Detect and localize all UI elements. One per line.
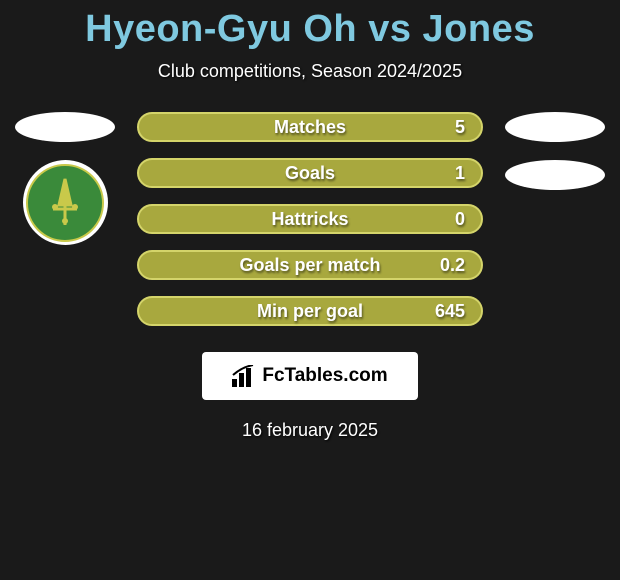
stat-label: Hattricks — [271, 209, 348, 230]
stat-value: 5 — [455, 117, 465, 138]
stat-label: Goals per match — [239, 255, 380, 276]
site-badge: FcTables.com — [202, 352, 418, 400]
page-subtitle: Club competitions, Season 2024/2025 — [0, 61, 620, 82]
stat-value: 1 — [455, 163, 465, 184]
site-name: FcTables.com — [262, 365, 387, 387]
stat-row: Goals 1 — [137, 158, 483, 188]
bar-chart-icon — [232, 365, 256, 387]
stat-label: Goals — [285, 163, 335, 184]
stat-value: 0.2 — [440, 255, 465, 276]
left-player-avatar-placeholder — [15, 112, 115, 142]
stat-label: Min per goal — [257, 301, 363, 322]
right-club-badge-placeholder — [505, 160, 605, 190]
stat-row: Hattricks 0 — [137, 204, 483, 234]
stat-row: Goals per match 0.2 — [137, 250, 483, 280]
left-column — [10, 112, 120, 326]
zilina-badge-icon — [25, 163, 105, 243]
left-club-badge — [23, 160, 108, 245]
stat-value: 0 — [455, 209, 465, 230]
report-date: 16 february 2025 — [0, 420, 620, 441]
stat-row: Min per goal 645 — [137, 296, 483, 326]
stats-column: Matches 5 Goals 1 Hattricks 0 Goals per match 0… — [120, 112, 500, 326]
page-title: Hyeon-Gyu Oh vs Jones — [0, 0, 620, 51]
right-column — [500, 112, 610, 326]
stat-row: Matches 5 — [137, 112, 483, 142]
stat-label: Matches — [274, 117, 346, 138]
stat-value: 645 — [435, 301, 465, 322]
right-player-avatar-placeholder — [505, 112, 605, 142]
comparison-main: Matches 5 Goals 1 Hattricks 0 Goals per match 0… — [0, 112, 620, 326]
